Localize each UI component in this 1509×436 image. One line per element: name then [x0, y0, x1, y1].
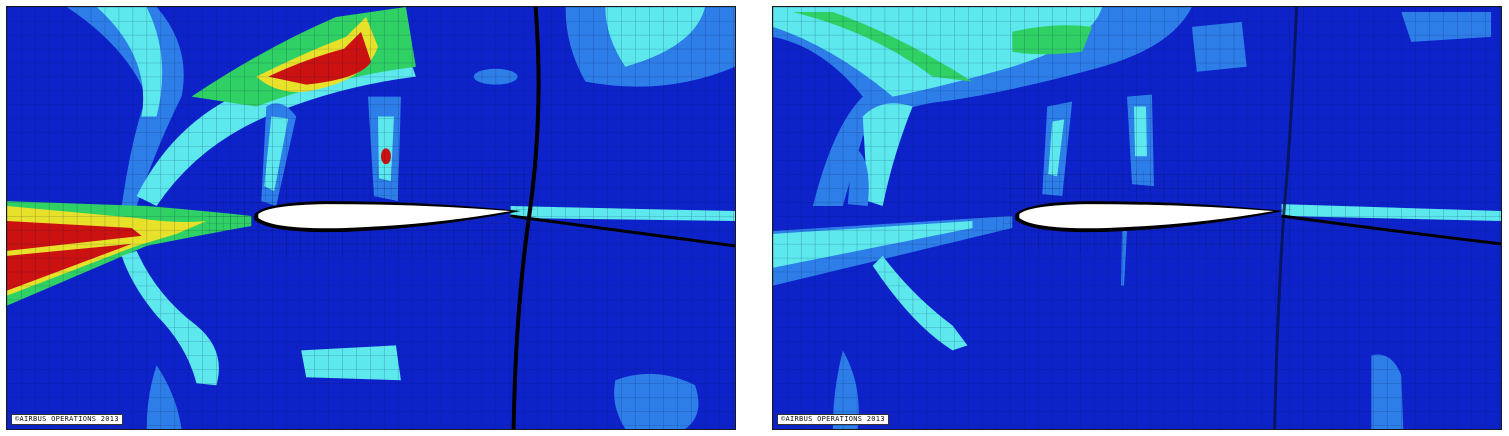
contour-plot-right	[773, 7, 1501, 429]
wake-line	[510, 214, 735, 248]
wake-line	[1281, 214, 1501, 246]
airfoil	[258, 204, 511, 229]
airfoil	[1019, 204, 1274, 229]
contour-plot-left	[7, 7, 735, 429]
flow-field-panel-left: ©AIRBUS OPERATIONS 2013	[6, 6, 736, 430]
copyright-label: ©AIRBUS OPERATIONS 2013	[777, 414, 889, 425]
copyright-label: ©AIRBUS OPERATIONS 2013	[11, 414, 123, 425]
flow-field-panel-right: ©AIRBUS OPERATIONS 2013	[772, 6, 1502, 430]
shock-line	[511, 7, 541, 429]
